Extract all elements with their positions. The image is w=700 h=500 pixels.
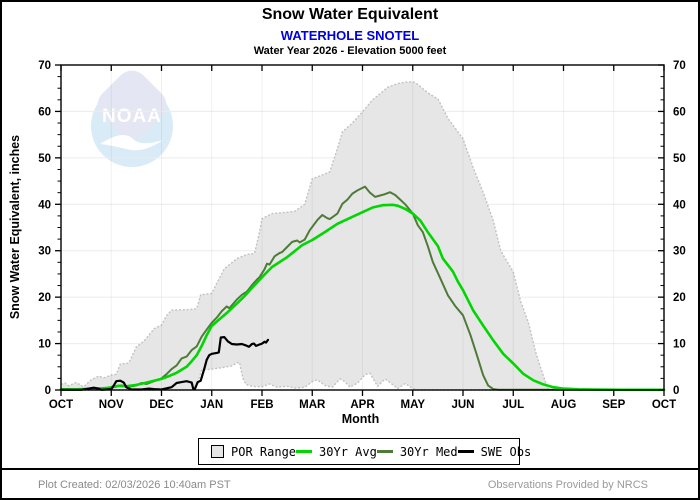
observations-credit: Observations Provided by NRCS (487, 479, 648, 491)
chart-title: Snow Water Equivalent (261, 6, 439, 23)
med-line-swatch (376, 450, 393, 453)
y-tick-label-left: 50 (38, 153, 51, 165)
avg-line (59, 203, 666, 392)
y-tick-label-right: 30 (673, 246, 686, 258)
x-tick-label: APR (350, 399, 375, 411)
x-tick-label: MAR (299, 399, 326, 411)
water-year-caption: Water Year 2026 - Elevation 5000 feet (253, 45, 447, 57)
legend-item-30yr-avg: 30Yr Avg (296, 445, 377, 459)
avg-line-swatch (296, 450, 313, 453)
y-tick-label-left: 10 (38, 339, 51, 351)
med-line (60, 185, 665, 391)
y-tick-label-right: 0 (673, 385, 679, 397)
legend-item-swe-obs: SWE Obs (457, 444, 532, 459)
y-tick-label-left: 70 (38, 60, 51, 72)
noaa-logo-watermark: NOAA (91, 70, 173, 167)
y-tick-label-left: 60 (38, 106, 51, 118)
legend-item-30yr-med: 30Yr Med (376, 444, 458, 459)
station-name: WATERHOLE SNOTEL (280, 28, 420, 43)
y-axis-label: Snow Water Equivalent, inches (8, 134, 22, 320)
x-tick-label: FEB (251, 399, 274, 411)
x-tick-label: DEC (149, 399, 173, 411)
x-tick-label: SEP (602, 399, 625, 411)
noaa-logo-shield (97, 70, 167, 140)
legend-label: 30Yr Med (399, 444, 458, 459)
x-tick-label: JUN (451, 399, 474, 411)
y-tick-label-right: 70 (673, 60, 686, 72)
y-tick-label-left: 0 (45, 385, 51, 397)
noaa-seagull-icon (100, 135, 163, 151)
legend-label: SWE Obs (480, 444, 532, 459)
obs-line-swatch (457, 450, 474, 453)
x-tick-label: JAN (200, 399, 223, 411)
x-tick-label: MAY (401, 399, 426, 411)
y-tick-label-left: 30 (38, 246, 51, 258)
x-tick-label: OCT (652, 399, 676, 411)
por-range-swatch (211, 445, 224, 458)
por-range-area (61, 81, 549, 390)
plot-created-timestamp: Plot Created: 02/03/2026 10:40am PST (38, 479, 231, 491)
x-tick-label: AUG (551, 399, 577, 411)
y-tick-label-left: 20 (38, 292, 51, 304)
x-tick-label: JUL (502, 399, 524, 411)
plot-area: NOAA OCT NOV DEC JAN FEB MAR APR MAY JUN JUL AUG SE… (38, 60, 686, 411)
y-tick-label-right: 10 (673, 339, 686, 351)
legend: POR Range 30Yr Avg 30Yr Med SWE Obs (198, 438, 531, 465)
y-tick-label-left: 40 (38, 199, 51, 211)
legend-item-por-range: POR Range (211, 445, 296, 459)
por-max-edge (60, 80, 550, 391)
y-tick-label-right: 20 (673, 292, 686, 304)
footer-bar: Plot Created: 02/03/2026 10:40am PST Obs… (2, 468, 698, 498)
por-min-edge (61, 361, 549, 391)
x-tick-label: OCT (49, 399, 73, 411)
obs-line (59, 336, 270, 391)
x-axis-label: Month (341, 412, 380, 426)
x-tick-label: NOV (99, 399, 124, 411)
legend-label: POR Range (231, 444, 297, 459)
y-tick-label-right: 50 (673, 153, 686, 165)
legend-label: 30Yr Avg (319, 444, 377, 459)
y-tick-label-right: 60 (673, 106, 686, 118)
y-tick-label-right: 40 (673, 199, 686, 211)
